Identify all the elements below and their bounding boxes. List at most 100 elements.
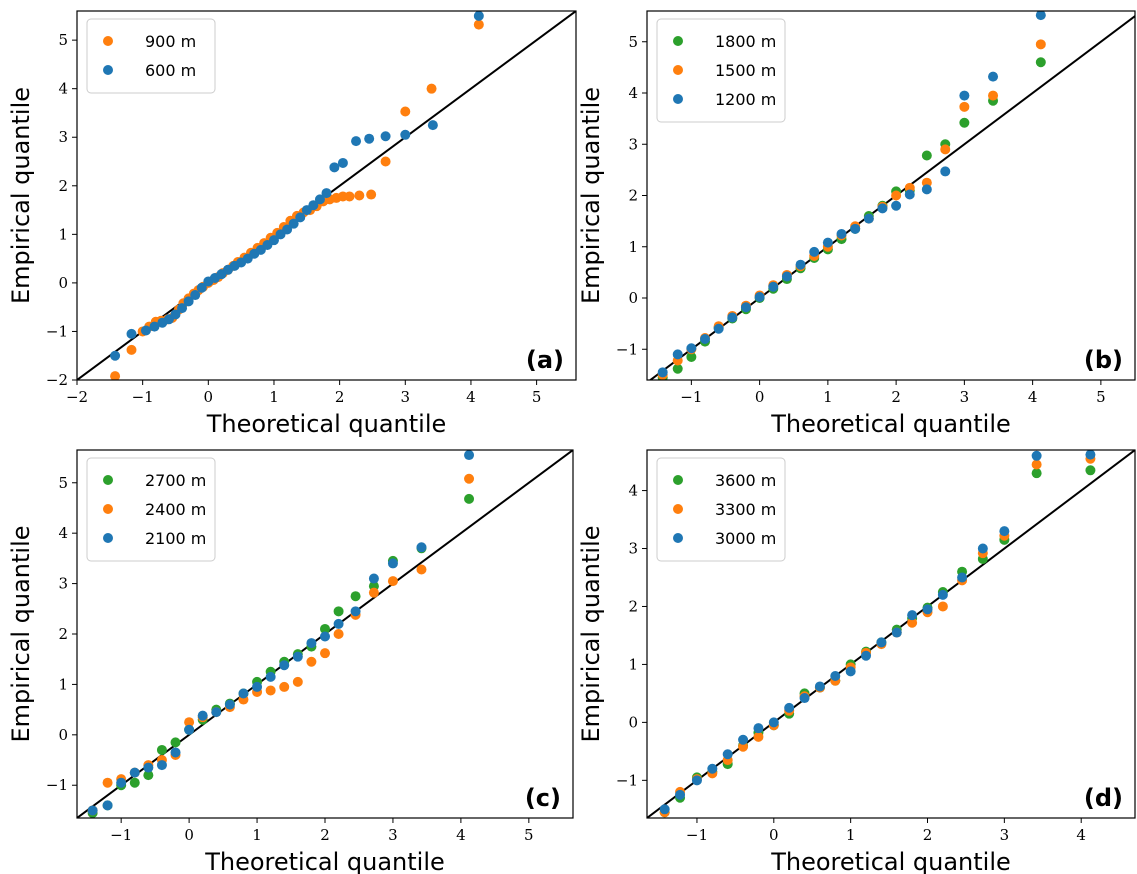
data-point: [224, 699, 235, 710]
x-tick-label: 2: [320, 826, 330, 844]
data-point: [891, 627, 902, 638]
data-point: [211, 707, 222, 718]
data-point: [351, 136, 362, 147]
data-point: [295, 212, 306, 223]
axes-frame: [646, 449, 1136, 819]
y-tick-label: −1: [46, 776, 68, 794]
data-point: [959, 90, 970, 101]
data-point: [368, 573, 379, 584]
data-point: [416, 564, 427, 575]
data-point: [922, 604, 933, 615]
data-point: [753, 731, 764, 742]
data-point: [87, 805, 98, 816]
data-point: [143, 770, 154, 781]
data-point: [861, 650, 872, 661]
data-point: [876, 637, 887, 648]
series-2: [110, 11, 484, 361]
data-point: [1031, 468, 1042, 479]
data-point: [102, 800, 113, 811]
data-point: [799, 693, 810, 704]
data-point: [814, 681, 825, 692]
y-tick-label: 0: [58, 726, 68, 744]
x-tick-label: −1: [686, 826, 708, 844]
data-point: [863, 213, 874, 224]
series-3: [87, 450, 475, 816]
data-point: [657, 367, 668, 378]
data-point: [238, 688, 249, 699]
y-tick-label: 2: [58, 625, 68, 643]
data-point: [265, 685, 276, 696]
data-point: [754, 291, 765, 302]
y-tick-label: 3: [58, 575, 68, 593]
data-point: [722, 749, 733, 760]
data-point: [110, 371, 121, 380]
data-point: [988, 71, 999, 82]
x-tick-label: 0: [769, 826, 779, 844]
data-point: [830, 671, 841, 682]
legend-marker: [673, 504, 683, 514]
x-tick-label: 0: [184, 826, 194, 844]
data-point: [727, 312, 738, 323]
y-axis-label: Empirical quantile: [7, 87, 35, 304]
y-tick-label: 2: [628, 597, 638, 615]
data-point: [306, 656, 317, 667]
data-point: [836, 228, 847, 239]
panel-label: (a): [526, 346, 564, 374]
x-tick-label: 5: [1096, 388, 1106, 406]
legend-label: 2400 m: [145, 500, 206, 519]
y-tick-label: 0: [628, 289, 638, 307]
data-point: [170, 747, 181, 758]
data-point: [904, 189, 915, 200]
data-point: [288, 218, 299, 229]
x-tick-label: 3: [1000, 826, 1010, 844]
data-point: [279, 681, 290, 692]
legend-box: [656, 457, 786, 562]
data-point: [387, 558, 398, 569]
data-point: [891, 190, 902, 201]
x-tick-label: 2: [891, 388, 901, 406]
y-tick-label: 1: [58, 225, 68, 243]
x-tick-label: 5: [524, 826, 534, 844]
y-tick-label: 0: [628, 713, 638, 731]
y-tick-label: 1: [628, 655, 638, 673]
data-point: [265, 671, 276, 682]
data-point: [753, 723, 764, 734]
legend: 3600 m 3300 m 3000 m: [656, 457, 786, 562]
data-point: [1035, 39, 1046, 50]
data-point: [126, 328, 137, 339]
data-point: [672, 363, 683, 374]
data-point: [184, 717, 195, 728]
data-point: [686, 351, 697, 362]
data-point: [464, 450, 475, 461]
x-tick-label: 4: [1028, 388, 1038, 406]
y-axis-label: Empirical quantile: [577, 87, 605, 304]
data-point: [292, 651, 303, 662]
legend-marker: [103, 475, 113, 485]
x-tick-label: 5: [532, 388, 542, 406]
x-tick-label: 4: [466, 388, 476, 406]
data-point: [110, 350, 121, 361]
data-point: [333, 629, 344, 639]
x-tick-label: 0: [204, 388, 214, 406]
data-point: [781, 271, 792, 282]
data-point: [999, 526, 1010, 537]
data-point: [940, 166, 951, 177]
panel-1: −2 −1 0 1 2 3 4 5 −2 −1 0 1 2 3 4 5 Theoretical quantile…: [7, 10, 577, 438]
data-point: [921, 184, 932, 195]
y-tick-label: 1: [628, 238, 638, 256]
legend-box: [656, 18, 786, 123]
data-point: [380, 156, 391, 167]
x-tick-label: 3: [388, 826, 398, 844]
data-point: [252, 681, 263, 692]
y-tick-label: 5: [58, 31, 68, 49]
x-tick-label: 4: [1076, 826, 1086, 844]
data-point: [190, 290, 201, 301]
data-point: [937, 601, 948, 612]
data-point: [333, 606, 344, 617]
data-point: [354, 190, 365, 201]
data-point: [675, 789, 686, 800]
x-tick-label: −1: [132, 388, 154, 406]
data-point: [977, 543, 988, 554]
x-tick-label: 3: [960, 388, 970, 406]
